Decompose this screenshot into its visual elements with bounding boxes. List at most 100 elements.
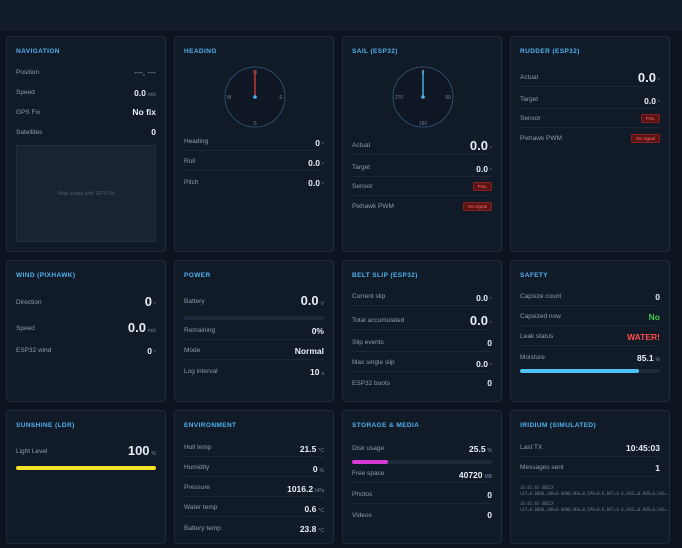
row-label: Sensor [352, 183, 373, 190]
row-label: Current slip [352, 293, 386, 300]
roll-value: 0.0 [308, 157, 320, 168]
value-group: 25.5% [469, 439, 492, 457]
log-interval-value: 10 [310, 367, 320, 377]
map-area[interactable]: Map loads with GPS fix [16, 145, 156, 242]
unit: ° [658, 99, 660, 106]
esp32-wind-value: 0 [147, 346, 152, 356]
row-label: Slip events [352, 339, 384, 346]
card-title: SUNSHINE (LDR) [16, 422, 75, 429]
row-label: Roll [184, 158, 196, 165]
row-label: Hull temp [184, 444, 212, 451]
free-space-value: 40720 [458, 469, 483, 480]
videos-value: 0 [487, 510, 492, 520]
storage-row-disk: Disk usage 25.5% [352, 439, 492, 457]
row-label: Photos [352, 491, 373, 498]
unit: °C [318, 507, 324, 514]
pwm-status-badge: No signal [463, 201, 492, 211]
disk-usage-bar [352, 460, 492, 464]
rudder-actual-value: 0.0 [637, 69, 656, 85]
row-label: Heading [184, 138, 209, 145]
unit: ° [322, 182, 324, 188]
heading-row-pitch: Pitch 0.0 ° [184, 173, 324, 191]
row-label: Position [16, 68, 40, 76]
wind-row-direction: Direction 0 ° [16, 293, 156, 311]
unit: MB [484, 473, 493, 480]
row-label: Light Level [16, 447, 48, 455]
unit: % [487, 448, 492, 454]
capsized-now-value: No [648, 311, 660, 322]
value-group: 23.8 °C [300, 519, 324, 537]
row-label: Capsized now [520, 313, 561, 320]
env-row-humidity: Humidity 0% [184, 459, 324, 477]
value-group: 0.0 ° [470, 312, 492, 330]
dial-bottom-label: 180 [419, 121, 428, 127]
heading-row-roll: Roll 0.0 ° [184, 153, 324, 171]
sensor-status-badge: FAIL [472, 182, 492, 191]
slip-row-max: Max single slip 0.0 ° [352, 354, 492, 372]
unit: °C [318, 447, 324, 454]
rudder-row-pwm: Pixhawk PWM No signal [520, 129, 660, 147]
last-tx-value: 10:45:03 [625, 442, 660, 453]
nav-row-position: Position ---, --- [16, 63, 156, 81]
wind-card: WIND (PIXHAWK) Direction 0 ° Speed 0.0 m/s… [6, 260, 166, 402]
card-title: RUDDER (ESP32) [520, 48, 580, 55]
unit: ° [490, 145, 492, 152]
unit: V [320, 301, 324, 307]
row-label: Mode [184, 347, 201, 354]
value-group: 0 ° [145, 293, 156, 311]
card-title: WIND (PIXHAWK) [16, 272, 76, 279]
current-slip-value: 0.0 [476, 292, 488, 303]
row-label: Videos [352, 511, 372, 519]
navigation-card: NAVIGATION Position ---, --- Speed 0.0 m/… [6, 36, 166, 252]
sail-row-target: Target 0.0 ° [352, 159, 492, 177]
moisture-value: 85.1 [637, 353, 654, 363]
value-group: 0.0 ° [644, 91, 660, 109]
battery-temp-value: 23.8 [299, 524, 317, 534]
sensor-status-badge: FAIL [640, 114, 660, 123]
value-group: 0.0 ° [476, 159, 492, 177]
remaining-value: 0% [311, 325, 324, 336]
row-label: Free space [352, 470, 385, 477]
wind-speed-value: 0.0 [127, 320, 146, 335]
power-row-log-interval: Log interval 10 s [184, 362, 324, 380]
card-title: IRIDIUM (SIMULATED) [520, 422, 597, 429]
env-row-pressure: Pressure 1016.2 hPa [184, 479, 324, 497]
belt-slip-card: BELT SLIP (ESP32) Current slip 0.0 ° Tota… [342, 260, 502, 402]
row-label: Pixhawk PWM [520, 134, 562, 142]
rudder-card: RUDDER (ESP32) Actual 0.0 ° Target 0.0 ° S… [510, 36, 670, 252]
value-group: 100% [128, 442, 156, 460]
rudder-row-target: Target 0.0 ° [520, 91, 660, 109]
row-label: Direction [16, 298, 42, 306]
compass-e-label: E [279, 95, 283, 101]
capsize-count-value: 0 [655, 291, 660, 302]
row-label: Target [352, 164, 371, 171]
iridium-log-entry: 10:45:03 SBDIX LAT=0.0000,LON=0.0000,HDG… [520, 485, 675, 496]
row-label: Battery [184, 297, 205, 305]
env-row-water-temp: Water temp 0.6 °C [184, 499, 324, 517]
speed-value: 0.0 [134, 88, 146, 98]
photos-value: 0 [487, 489, 492, 500]
sail-row-actual: Actual 0.0 ° [352, 137, 492, 155]
sunshine-row-light: Light Level 100% [16, 442, 156, 460]
value-group: 85.1% [637, 348, 660, 366]
value-group: 0.0 ° [308, 173, 324, 191]
unit: °C [318, 528, 324, 534]
top-bar [0, 0, 682, 30]
rudder-row-sensor: Sensor FAIL [520, 110, 660, 128]
env-row-battery-temp: Battery temp 23.8 °C [184, 519, 324, 537]
storage-row-free: Free space 40720 MB [352, 465, 492, 483]
disk-usage-bar-fill [352, 460, 388, 464]
storage-row-photos: Photos 0 [352, 486, 492, 504]
row-label: Speed [16, 88, 35, 96]
unit: hPa [315, 487, 324, 494]
sail-card: SAIL (ESP32) 0 90 180 270 Actual 0.0° Ta… [342, 36, 502, 252]
moisture-bar-fill [520, 369, 640, 373]
humidity-value: 0 [312, 463, 318, 474]
unit: m/s [147, 328, 156, 334]
rudder-row-actual: Actual 0.0 ° [520, 69, 660, 87]
iridium-card: IRIDIUM (SIMULATED) Last TX 10:45:03 Mes… [510, 410, 675, 544]
iridium-row-messages: Messages sent 1 [520, 459, 660, 477]
storage-row-videos: Videos 0 [352, 506, 492, 524]
value-group: 0.0 m/s [128, 319, 156, 337]
messages-sent-value: 1 [655, 462, 660, 473]
